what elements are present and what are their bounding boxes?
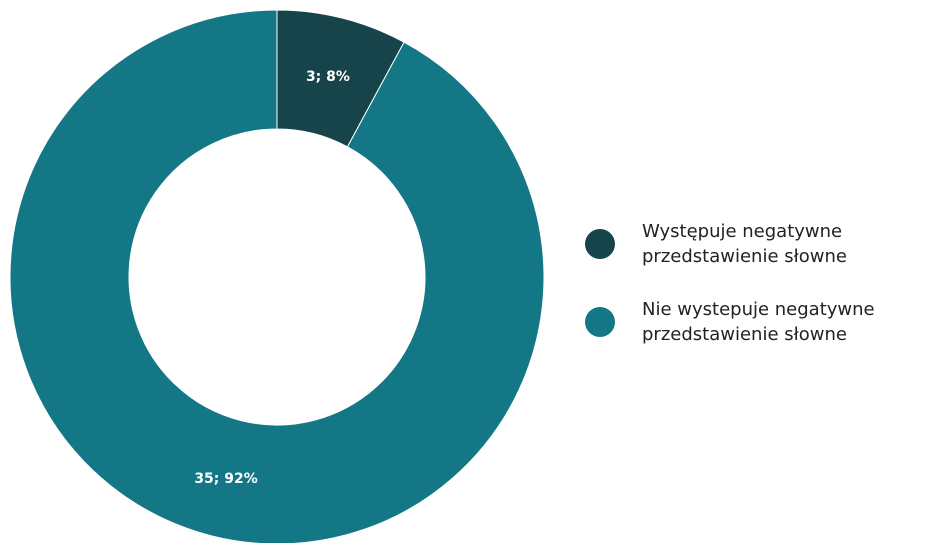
slice-label-wystepuje: 3; 8% <box>306 69 350 85</box>
legend-marker-nie-wystepuje <box>585 307 615 337</box>
donut-chart: 3; 8% 35; 92% <box>9 9 545 543</box>
legend-label-wystepuje: Występuje negatywne przedstawienie słown… <box>642 221 847 267</box>
legend-item-nie-wystepuje: Nie wystepuje negatywne przedstawienie s… <box>584 297 929 357</box>
donut-slices <box>9 9 545 543</box>
chart-legend: Występuje negatywne przedstawienie słown… <box>584 219 929 375</box>
slice-nie-wystepuje <box>9 9 545 543</box>
legend-label-nie-wystepuje: Nie wystepuje negatywne przedstawienie s… <box>642 299 875 345</box>
slice-label-nie-wystepuje: 35; 92% <box>194 471 257 487</box>
legend-item-wystepuje: Występuje negatywne przedstawienie słown… <box>584 219 929 279</box>
legend-marker-wystepuje <box>585 229 615 259</box>
